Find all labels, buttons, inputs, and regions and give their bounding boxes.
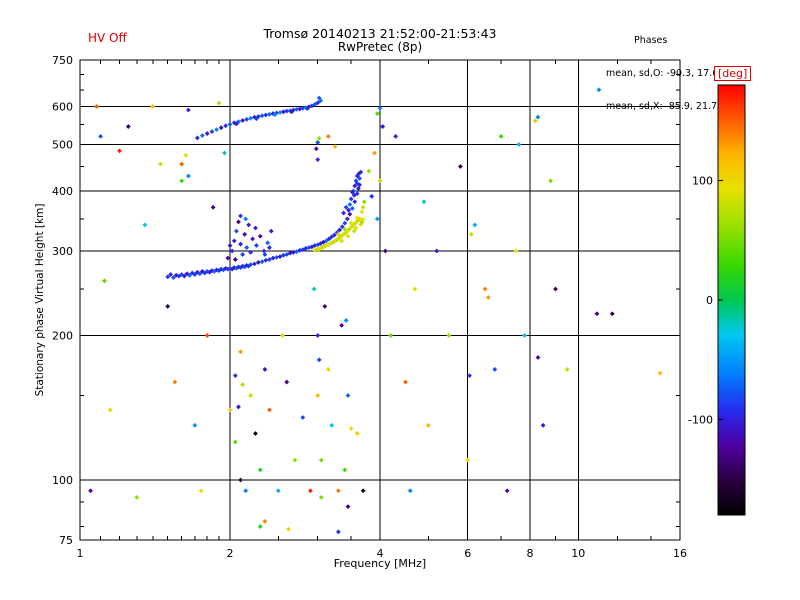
x-axis-label: Frequency [MHz]	[333, 557, 427, 570]
axis-ticks: 1 2 4 6 8 10 16 750 600 500 400 300 200 100 75	[52, 54, 687, 560]
y-axis-label: Stationary phase Virtual Height [km]	[34, 203, 46, 397]
x-tick-label: 16	[673, 547, 687, 560]
colorbar-tick-label: 100	[692, 175, 713, 188]
series-x-mode-trace	[312, 215, 366, 253]
phase-stats: Phases mean, sd,O: -90.3, 17.6 mean, sd,…	[606, 13, 718, 134]
plot-subtitle: RwPretec (8p)	[337, 40, 423, 54]
x-tick-label: 2	[227, 547, 234, 560]
y-tick-label: 300	[52, 245, 73, 258]
series-sparse-background-scatter	[88, 87, 663, 535]
phase-mean-o: mean, sd,O: -90.3, 17.6	[606, 68, 719, 79]
y-tick-label: 500	[52, 139, 73, 152]
series-cusp-spread	[341, 169, 367, 216]
scatter-points	[88, 87, 663, 535]
y-tick-label: 750	[52, 54, 73, 67]
x-tick-label: 1	[77, 547, 84, 560]
x-tick-label: 10	[571, 547, 585, 560]
phase-stats-heading: Phases	[634, 35, 668, 46]
series-o-mode-main-trace	[165, 182, 362, 281]
y-tick-label: 75	[59, 534, 73, 547]
colorbar: 100 0 -100	[688, 84, 746, 516]
y-tick-label: 400	[52, 185, 73, 198]
phase-mean-x: mean, sd,X: 85.9, 21.7	[606, 101, 718, 112]
colorbar-tick-label: 0	[706, 294, 713, 307]
x-tick-label: 4	[377, 547, 384, 560]
gridlines	[80, 60, 680, 540]
series-second-hop-upper-trace	[194, 95, 324, 141]
x-tick-label: 6	[464, 547, 471, 560]
x-tick-label: 8	[527, 547, 534, 560]
plot-title: Tromsø 20140213 21:52:00-21:53:43	[263, 26, 497, 41]
y-tick-label: 600	[52, 101, 73, 114]
colorbar-tick-label: -100	[688, 413, 713, 426]
colorbar-unit-label: [deg]	[714, 66, 752, 81]
y-tick-label: 200	[52, 330, 73, 343]
y-tick-label: 100	[52, 474, 73, 487]
hv-status: HV Off	[88, 31, 127, 45]
series-spread-echo-cluster	[225, 213, 274, 262]
